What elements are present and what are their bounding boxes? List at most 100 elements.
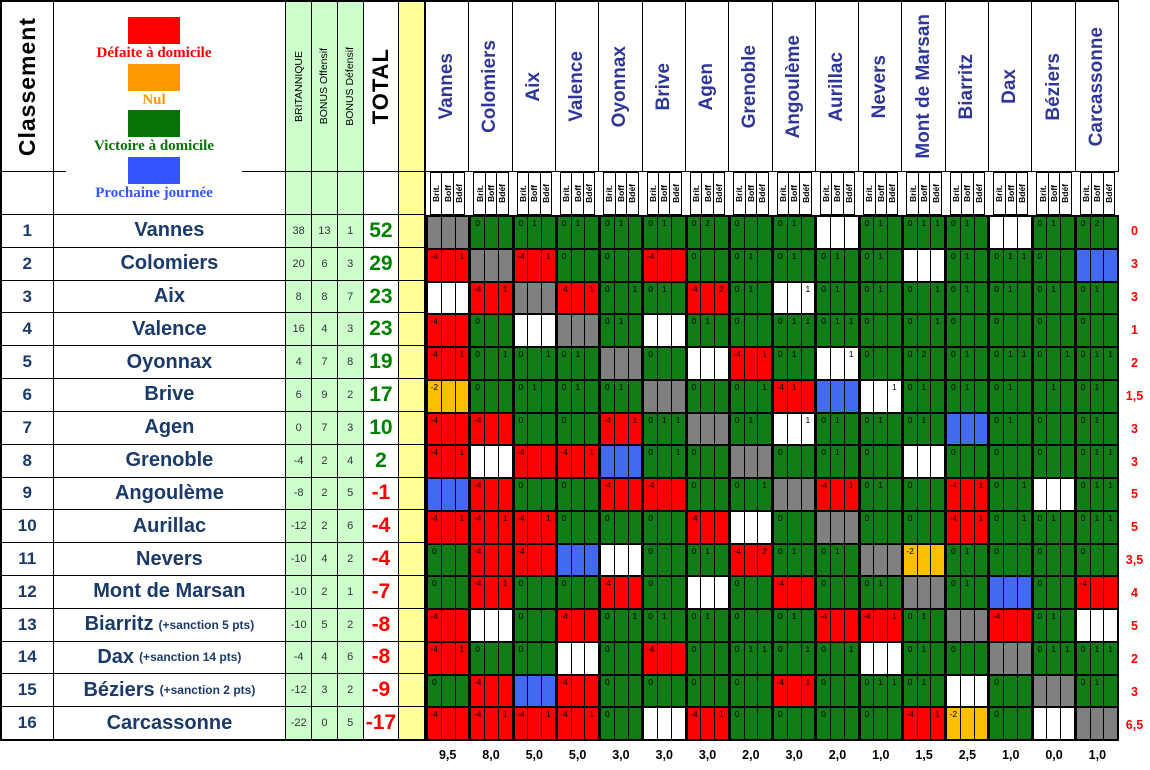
result-subcell: 1 (960, 217, 974, 248)
subheader-box: Bdéf (539, 172, 552, 215)
result-subcell: 1 (1104, 348, 1117, 379)
result-subcell (888, 511, 901, 543)
total-cell: -1 (364, 477, 400, 510)
result-subcell: 0 (774, 511, 787, 543)
subheader-label: Boff (615, 185, 626, 202)
bottom-value: 2,5 (958, 748, 977, 762)
result-subcell: 1 (585, 446, 598, 477)
result-subcell (658, 446, 671, 477)
team-name-cell: Nevers (54, 543, 287, 575)
result-subcell (730, 446, 744, 477)
yellow-strip-cell (399, 575, 425, 608)
team-name-cell: Colomiers (54, 247, 287, 280)
subheader-label: Bdéf (627, 184, 638, 203)
total-cell: 23 (364, 280, 400, 313)
stat-value: 2 (347, 684, 354, 697)
result-subcell (658, 708, 671, 739)
standings-row: 5 Oyonnax 4 7 8 19 (2, 346, 425, 380)
result-subcell: 1 (658, 217, 671, 248)
result-subcell (1090, 249, 1104, 281)
result-subcell (441, 282, 455, 314)
result-subcell (557, 315, 571, 346)
result-cell: 0 (1033, 577, 1074, 608)
stat-value: 0 (295, 421, 302, 434)
subheader-label: Bdéf (454, 184, 465, 203)
result-subcell (931, 446, 944, 477)
result-subcell: 0 (860, 708, 874, 739)
result-subcell: 0 (1076, 217, 1090, 248)
result-subcell (1061, 446, 1074, 477)
result-subcell: 0 (774, 446, 787, 477)
matrix-team-name: Aurillac (825, 51, 847, 122)
result-cell: 0 (1033, 249, 1074, 281)
result-subcell (441, 479, 455, 510)
result-subcell: 1 (917, 675, 931, 707)
result-cell: 0 (1076, 315, 1117, 346)
subheader-box: Bdéf (972, 172, 986, 215)
team-name-cell: Aurillac (54, 510, 287, 543)
result-subcell (701, 642, 714, 674)
result-subcell (571, 577, 585, 608)
result-subcell: 1 (1104, 642, 1117, 674)
result-subcell (831, 348, 844, 379)
result-subcell (542, 577, 555, 608)
result-subcell (542, 315, 555, 346)
result-subcell (817, 348, 830, 379)
total-value: -8 (371, 612, 391, 636)
result-subcell (917, 446, 931, 477)
result-subcell (628, 708, 642, 739)
result-subcell (1061, 413, 1074, 445)
stat-value-cell: 4 (337, 444, 364, 477)
result-subcell: 0 (601, 610, 614, 641)
result-cell (903, 446, 944, 477)
result-cell: -4 1 (471, 511, 512, 543)
result-subcell (485, 413, 498, 445)
result-subcell (614, 610, 628, 641)
stat-value: -10 (290, 618, 307, 631)
result-subcell (528, 675, 541, 707)
result-subcell (671, 610, 685, 641)
result-subcell (715, 511, 728, 543)
diagonal-cell (774, 479, 815, 510)
result-subcell: 0 (990, 413, 1003, 445)
result-subcell (831, 479, 844, 510)
right-value: 3 (1131, 257, 1138, 272)
total-cell: -8 (364, 608, 400, 641)
result-subcell: 1 (758, 642, 771, 674)
stat-value-cell: 8 (286, 280, 313, 313)
result-subcell: 0 (1076, 348, 1090, 379)
result-cell: 0 (428, 577, 469, 608)
result-subcell: 0 (557, 348, 571, 379)
result-subcell (758, 675, 771, 707)
result-subcell (888, 282, 901, 314)
result-cell: 0 (774, 511, 815, 543)
result-subcell (614, 479, 628, 510)
result-cell: 0 (903, 479, 944, 510)
result-subcell: -4 (471, 577, 484, 608)
result-cell: -4 1 (471, 282, 512, 314)
result-subcell: 0 (774, 642, 787, 674)
result-subcell: 0 (947, 380, 960, 412)
team-name: Carcassonne (106, 711, 233, 734)
result-subcell: 0 (644, 675, 657, 707)
result-subcell: -4 (860, 610, 874, 641)
result-cell (428, 479, 469, 510)
result-subcell (658, 544, 671, 576)
subheader-label: Boff (702, 185, 713, 202)
subheader-label: Boff (485, 185, 496, 202)
matrix-team-header: Aix (513, 2, 556, 171)
diagonal-cell (428, 217, 469, 248)
result-cell: 0 (990, 446, 1031, 477)
total-cell: 19 (364, 346, 400, 379)
result-subcell (614, 577, 628, 608)
result-subcell (658, 315, 671, 346)
result-subcell (658, 511, 671, 543)
result-subcell (960, 413, 974, 445)
result-subcell (658, 577, 671, 608)
subheader-box: Bdéf (496, 172, 509, 215)
result-subcell (614, 348, 628, 379)
